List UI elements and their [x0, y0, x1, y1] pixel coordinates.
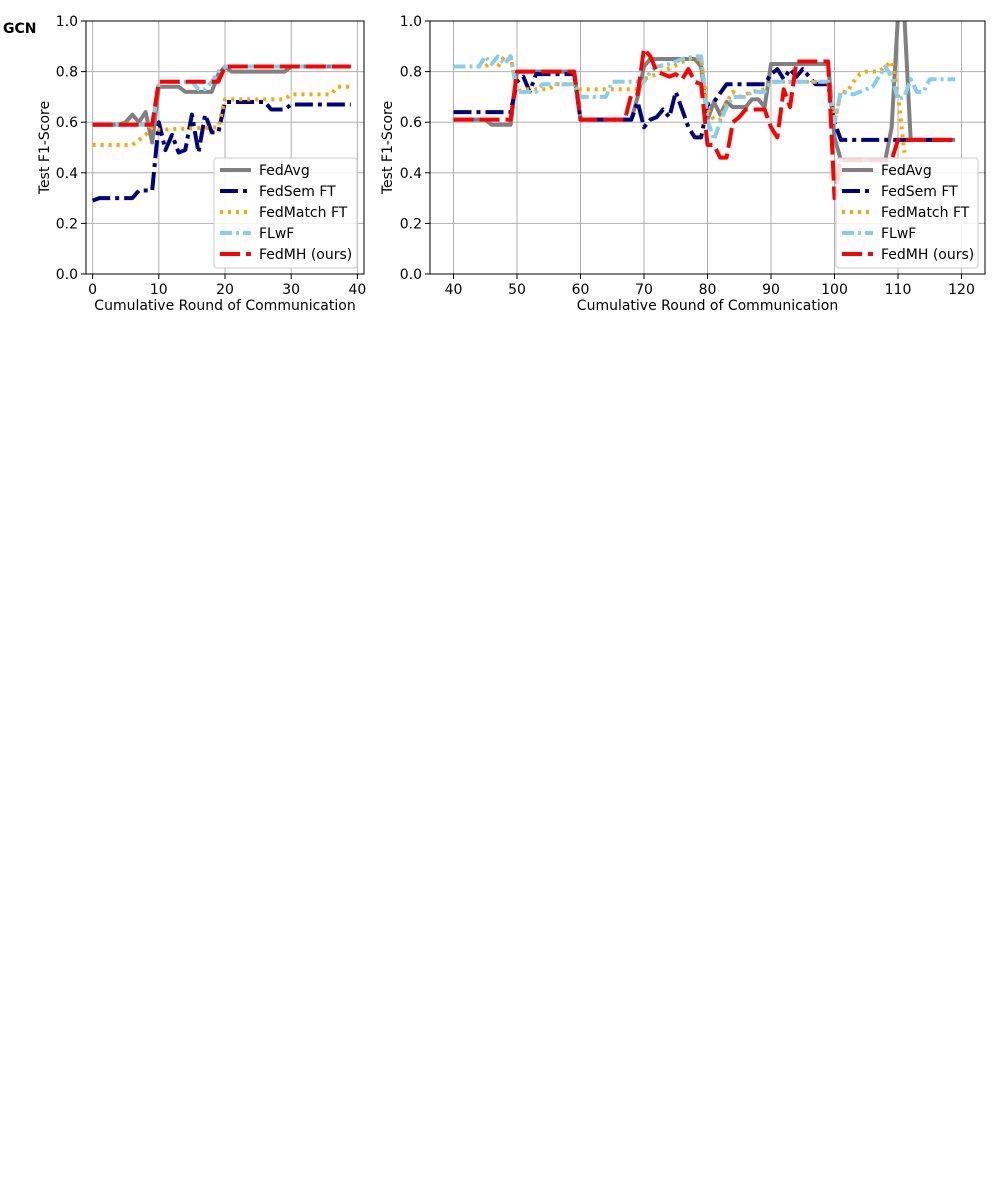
series-line-flwf	[453, 54, 956, 142]
legend-label: FedAvg	[881, 163, 932, 179]
y-tick-label: 0.6	[400, 115, 422, 131]
y-tick-label: 0.8	[56, 65, 78, 81]
x-tick-label: 110	[885, 282, 912, 298]
y-tick-label: 0.0	[400, 267, 422, 283]
x-axis-label: Cumulative Round of Communication	[94, 298, 355, 314]
legend-label: FedAvg	[259, 163, 310, 179]
y-tick-label: 1.0	[400, 14, 422, 30]
x-tick-label: 80	[699, 282, 717, 298]
legend-label: FedSem FT	[881, 184, 958, 200]
chart-right: 40 50 60 70 80 90 100 110 120 0.0 0.2 0.4 0.6 0.8 1.0 C…	[380, 14, 986, 314]
y-tick-label: 0.2	[56, 216, 78, 232]
series-line-fedmatch-ft	[453, 54, 907, 153]
legend-box	[835, 157, 979, 269]
series-line-fedsem-ft	[453, 67, 956, 142]
y-tick-label: 0.0	[56, 267, 78, 283]
legend: FedAvg FedSem FT FedMatch FT FLwF FedMH (our…	[213, 157, 358, 269]
series-line-fedavg	[92, 64, 351, 145]
legend-box	[213, 157, 358, 269]
x-tick-label: 30	[282, 282, 300, 298]
legend-label: FLwF	[881, 226, 916, 242]
y-tick-label: 1.0	[56, 14, 78, 30]
x-tick-label: 120	[948, 282, 975, 298]
legend-label: FedMH (ours)	[881, 247, 974, 263]
x-tick-label: 0	[88, 282, 97, 298]
panel-label: GCN	[3, 21, 36, 37]
series-line-fedmh-ours	[92, 64, 351, 127]
y-tick-label: 0.2	[400, 216, 422, 232]
legend: FedAvg FedSem FT FedMatch FT FLwF FedMH (our…	[835, 157, 979, 269]
y-tick-label: 0.8	[400, 65, 422, 81]
y-axis-label: Test F1-Score	[37, 101, 53, 195]
x-tick-label: 60	[572, 282, 590, 298]
x-tick-label: 40	[348, 282, 366, 298]
x-tick-label: 40	[445, 282, 463, 298]
x-tick-label: 10	[150, 282, 168, 298]
y-axis-label: Test F1-Score	[380, 101, 396, 195]
x-tick-label: 20	[216, 282, 234, 298]
series-line-fedmh-ours	[453, 46, 956, 201]
x-tick-label: 50	[508, 282, 526, 298]
legend-label: FedMH (ours)	[259, 247, 352, 263]
y-tick-label: 0.6	[56, 115, 78, 131]
legend-label: FedMatch FT	[259, 205, 348, 221]
legend-label: FLwF	[259, 226, 294, 242]
x-axis-label: Cumulative Round of Communication	[577, 298, 838, 314]
chart-left: 0 10 20 30 40 0.0 0.2 0.4 0.6 0.8 1.0 Cumulative Ro…	[37, 14, 366, 314]
legend-label: FedSem FT	[259, 184, 336, 200]
series-line-fedsem-ft	[91, 99, 351, 203]
y-tick-label: 0.4	[400, 166, 422, 182]
y-tick-label: 0.4	[56, 166, 78, 182]
x-tick-label: 90	[762, 282, 780, 298]
x-tick-label: 70	[635, 282, 653, 298]
x-tick-label: 100	[821, 282, 848, 298]
legend-label: FedMatch FT	[881, 205, 970, 221]
